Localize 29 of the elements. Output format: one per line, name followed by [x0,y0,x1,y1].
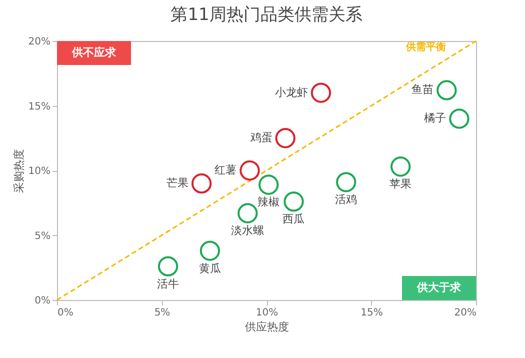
annotation: 鸡蛋 [249,131,272,144]
annotation: 活牛 [157,277,180,290]
annotation: 淡水螺 [231,224,264,238]
annotation: 鱼苗 [412,83,434,96]
x-tick-label: 20% [454,308,476,318]
x-tick-label: 10% [256,308,278,318]
annotation: 辣椒 [258,196,280,209]
x-tick-label: 15% [360,308,383,318]
annotation: 红薯 [214,164,237,176]
y-axis-title: 采购热度 [12,149,26,193]
x-axis-title: 供应热度 [245,320,289,334]
series-label: 供需平衡 [405,41,446,53]
annotation: 芒果 [166,176,189,190]
annotation: 活鸡 [335,193,358,206]
annotation: 橘子 [424,112,446,125]
y-tick-label: 15% [28,101,50,112]
annotation: 西瓜 [282,212,305,226]
annotation: 供不应求 [71,46,117,59]
annotation: 供大于求 [416,281,462,294]
annotation: 黄瓜 [198,262,221,275]
annotation: 苹果 [390,178,412,191]
annotation: 小龙虾 [274,86,308,99]
x-tick-label: 5% [154,308,170,318]
y-tick-label: 0% [34,296,50,306]
chart-title: 第11周热门品类供需关系 [170,5,362,25]
y-tick-label: 10% [28,166,50,177]
y-tick-label: 20% [28,36,50,48]
y-tick-label: 5% [34,230,50,242]
x-tick-label: 0% [58,308,74,318]
